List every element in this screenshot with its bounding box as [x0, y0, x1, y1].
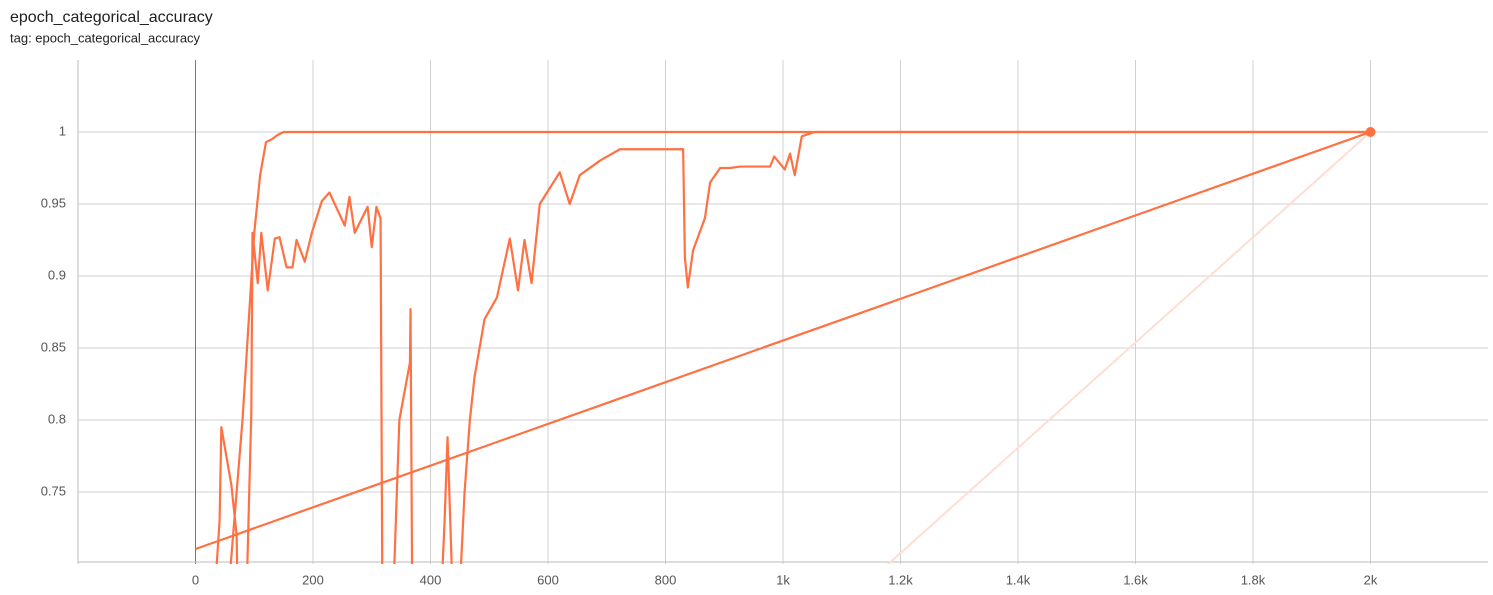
- x-tick-label: 200: [302, 572, 324, 587]
- last-point: [1365, 127, 1376, 137]
- series-line: [229, 130, 1371, 564]
- x-tick-label: 1.2k: [888, 572, 913, 587]
- x-tick-label: 1.6k: [1123, 572, 1148, 587]
- x-tick-label: 1k: [776, 572, 790, 587]
- x-tick-label: 400: [420, 572, 442, 587]
- plot-area: [195, 130, 1372, 564]
- y-tick-label: 0.95: [41, 195, 66, 210]
- y-tick-label: 0.9: [48, 267, 66, 282]
- x-tick-label: 600: [537, 572, 559, 587]
- y-tick-label: 0.75: [41, 483, 66, 498]
- series-line: [215, 130, 1371, 564]
- x-tick-label: 2k: [1364, 572, 1378, 587]
- x-tick-label: 1.8k: [1241, 572, 1266, 587]
- chart-subtitle: tag: epoch_categorical_accuracy: [10, 30, 201, 45]
- y-tick-label: 0.85: [41, 339, 66, 354]
- series-line: [886, 131, 1372, 564]
- chart-title: epoch_categorical_accuracy: [10, 9, 213, 26]
- x-tick-label: 1.4k: [1006, 572, 1031, 587]
- x-tick-label: 0: [192, 572, 199, 587]
- x-tick-label: 800: [655, 572, 677, 587]
- y-tick-label: 1: [59, 123, 66, 138]
- y-tick-label: 0.8: [48, 411, 66, 426]
- series-line: [195, 130, 1371, 551]
